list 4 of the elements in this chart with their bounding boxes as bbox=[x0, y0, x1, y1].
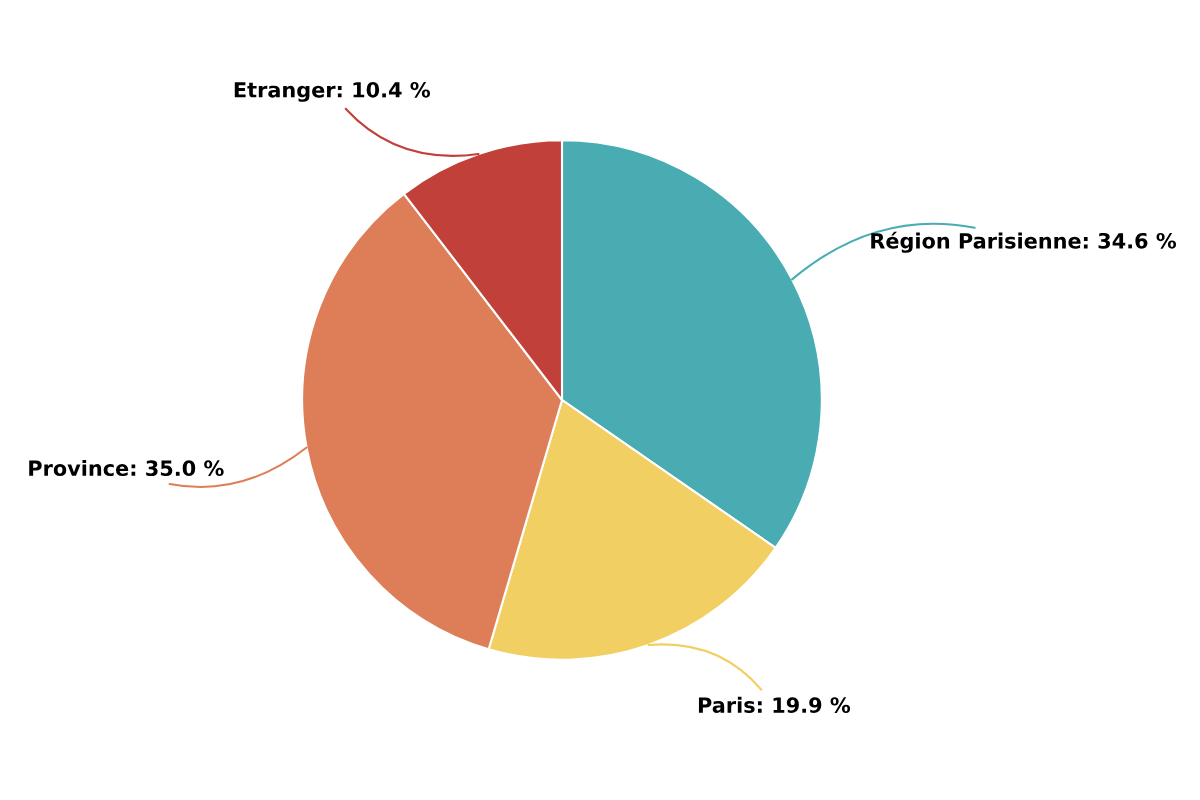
slice-label: Région Parisienne: 34.6 % bbox=[871, 231, 1177, 253]
slice-label: Etranger: 10.4 % bbox=[234, 81, 431, 102]
slice-label: Paris: 19.9 % bbox=[698, 696, 851, 713]
slice-label: Province: 35.0 % bbox=[29, 459, 224, 477]
